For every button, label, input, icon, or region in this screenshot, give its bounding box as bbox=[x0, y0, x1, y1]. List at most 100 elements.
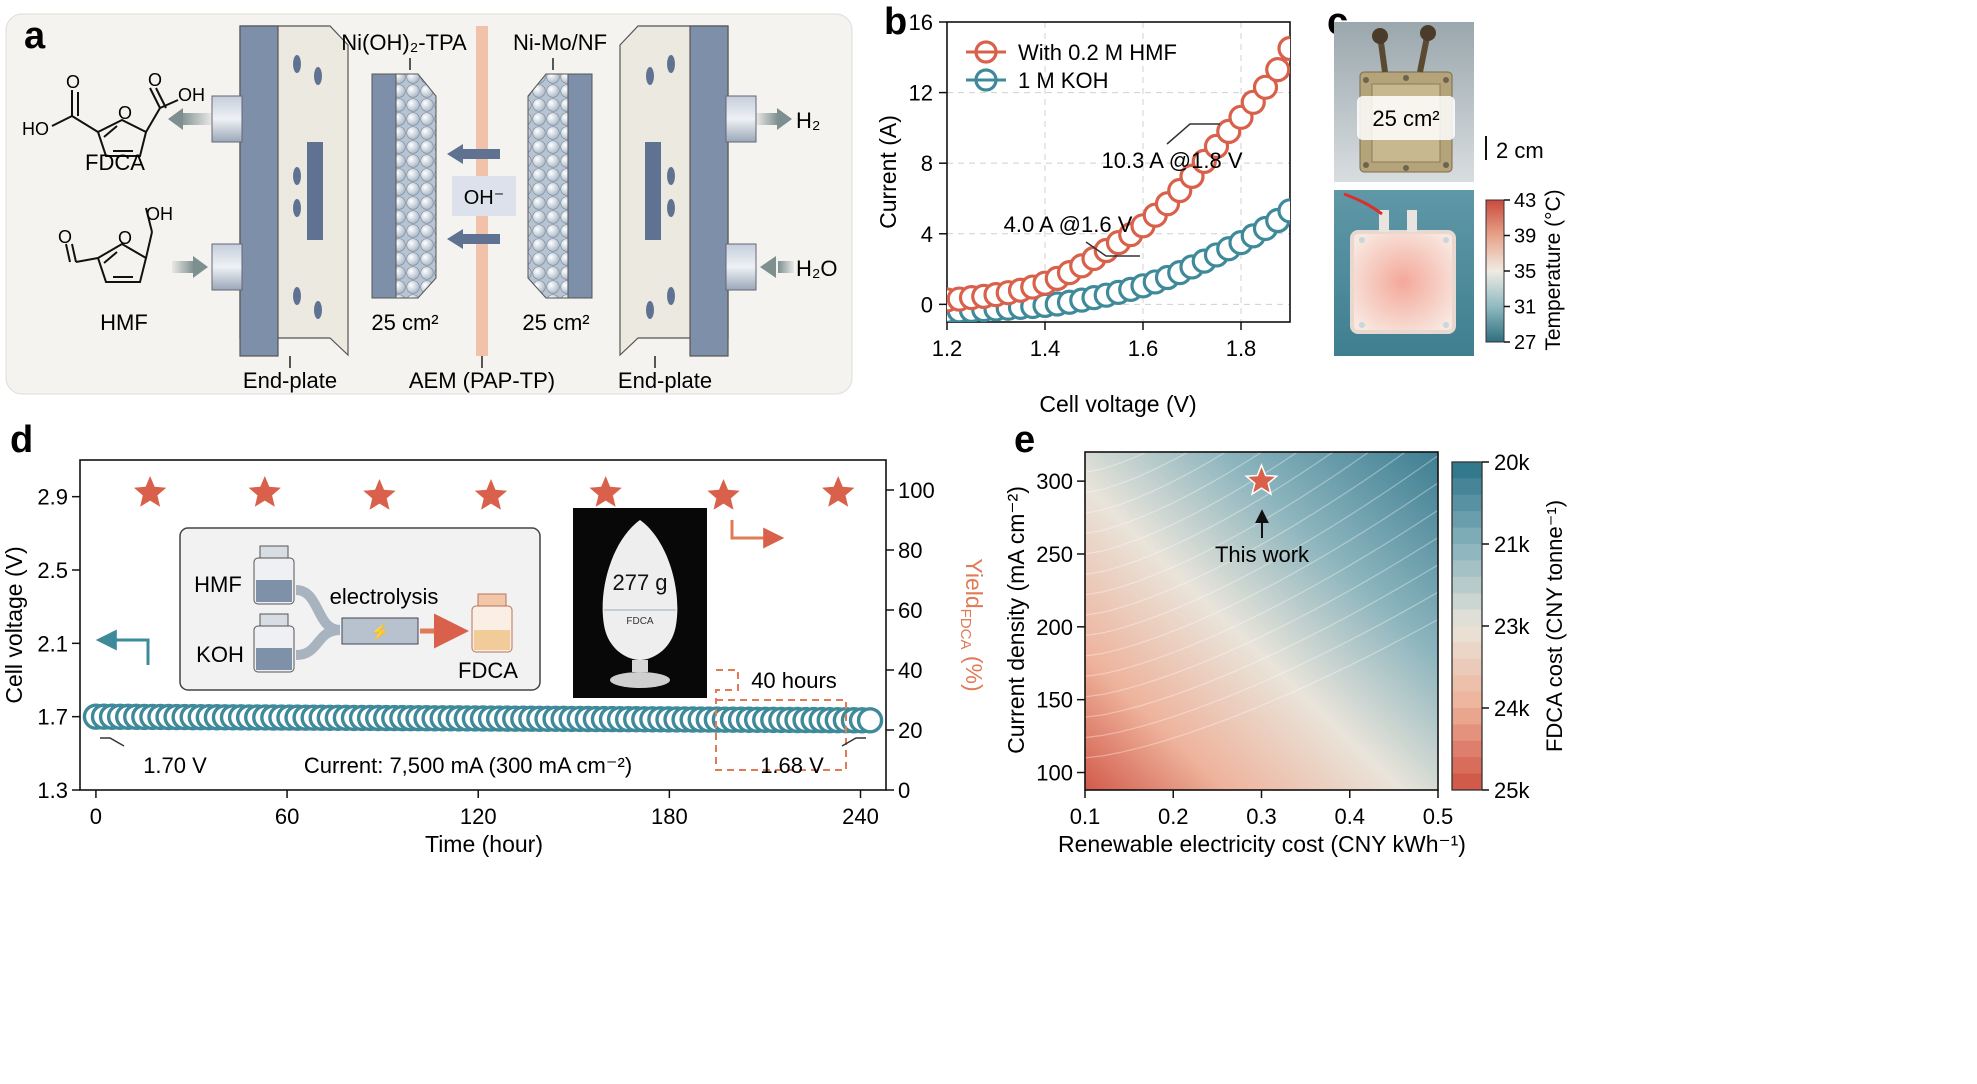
cost-colorbar-band bbox=[1452, 708, 1482, 725]
cost-colorbar-tick-label: 20k bbox=[1494, 450, 1530, 475]
yield-data-point bbox=[707, 479, 740, 510]
ion-arrows bbox=[447, 144, 500, 249]
fdca-name: FDCA bbox=[85, 150, 145, 175]
cost-colorbar-band bbox=[1452, 757, 1482, 775]
panel-d-xtick-label: 60 bbox=[275, 804, 299, 829]
h2-label: H₂ bbox=[796, 108, 820, 133]
end-voltage-label: 1.68 V bbox=[760, 753, 824, 778]
panel-b-xtick-label: 1.6 bbox=[1128, 336, 1159, 361]
cost-contour-line bbox=[1085, 482, 1438, 657]
highlight-callout bbox=[715, 669, 739, 700]
cost-colorbar-band bbox=[1452, 576, 1482, 594]
cathode-catalyst-label: Ni-Mo/NF bbox=[513, 30, 607, 55]
cost-contour-line bbox=[1085, 564, 1438, 718]
panel-e-ytick-label: 100 bbox=[1036, 761, 1073, 786]
hmf-aldehyde-o: O bbox=[58, 227, 72, 247]
legend-label-hmf: With 0.2 M HMF bbox=[1018, 40, 1177, 65]
panel-d-y2label: YieldFDCA (%) bbox=[957, 558, 987, 691]
panel-b-xlabel: Cell voltage (V) bbox=[1039, 391, 1196, 417]
koh-bottle bbox=[253, 613, 295, 673]
panel-d-y2tick-label: 40 bbox=[898, 658, 922, 683]
panel-a-label: a bbox=[24, 15, 46, 57]
left-axis-arrow bbox=[95, 629, 150, 665]
annotation-leader-high bbox=[1166, 123, 1220, 145]
mixing-pipes bbox=[295, 585, 341, 660]
panel-e-xtick-label: 0.4 bbox=[1334, 804, 1365, 829]
cost-colorbar-band bbox=[1452, 626, 1482, 643]
panel-b-xtick-label: 1.2 bbox=[932, 336, 963, 361]
temperature-tick-label: 43 bbox=[1514, 190, 1536, 212]
panel-d-ytick-label: 2.5 bbox=[37, 558, 68, 583]
panel-b-ytick-label: 12 bbox=[909, 81, 933, 106]
thermal-image bbox=[1334, 190, 1474, 356]
process-inset: ⚡ HMF KOH electrolysis FDCA bbox=[179, 527, 541, 691]
cost-contour-line bbox=[1085, 455, 1438, 637]
cost-colorbar-title: FDCA cost (CNY tonne⁻¹) bbox=[1542, 500, 1567, 752]
temperature-colorbar bbox=[1485, 199, 1505, 343]
cost-colorbar-ticks: 20k 21k 23k 24k 25k bbox=[1482, 450, 1530, 803]
panel-d-xtick-label: 240 bbox=[842, 804, 879, 829]
temperature-colorbar-ticks: 43 39 35 31 27 bbox=[1504, 190, 1536, 354]
cost-colorbar-band bbox=[1452, 544, 1482, 561]
temperature-colorbar-title: Temperature (°C) bbox=[1542, 189, 1565, 350]
flow-arrows bbox=[168, 108, 794, 278]
panel-d-xtick-label: 120 bbox=[460, 804, 497, 829]
cost-contour-line bbox=[1085, 452, 1407, 616]
cost-colorbar-band bbox=[1452, 462, 1482, 479]
panel-e: e 0.1 0.2 0.3 0.4 0.5 100 150 200 250 300 Renewab… bbox=[1003, 419, 1567, 857]
cost-colorbar-band bbox=[1452, 478, 1482, 496]
panel-d-y2tick-label: 80 bbox=[898, 538, 922, 563]
panel-d-y2tick-label: 60 bbox=[898, 598, 922, 623]
panel-b-xtick-label: 1.8 bbox=[1226, 336, 1257, 361]
yield-data-point bbox=[589, 476, 622, 507]
this-work-marker bbox=[1244, 463, 1279, 496]
cost-contour-line bbox=[1085, 452, 1228, 514]
panel-e-xtick-label: 0.1 bbox=[1070, 804, 1101, 829]
hmf-ring-o: O bbox=[118, 228, 132, 248]
cost-colorbar-band bbox=[1452, 773, 1482, 791]
panel-e-xtick-label: 0.3 bbox=[1246, 804, 1277, 829]
yield-data-point bbox=[822, 476, 855, 507]
cost-heatmap bbox=[1085, 452, 1438, 790]
panel-b-label: b bbox=[884, 1, 907, 43]
cost-colorbar-band bbox=[1452, 740, 1482, 758]
panel-e-label: e bbox=[1014, 419, 1035, 461]
hmf-structure bbox=[65, 207, 153, 283]
panel-e-ylabel: Current density (mA cm⁻²) bbox=[1003, 486, 1029, 754]
temperature-tick-label: 27 bbox=[1514, 332, 1536, 354]
ion-box bbox=[452, 176, 516, 216]
cost-colorbar-band bbox=[1452, 560, 1482, 578]
end-plate-right-label: End-plate bbox=[618, 368, 712, 393]
panel-d-label: d bbox=[10, 419, 33, 461]
cost-colorbar-band bbox=[1452, 691, 1482, 709]
cost-colorbar-band bbox=[1452, 494, 1482, 512]
start-voltage-label: 1.70 V bbox=[143, 753, 207, 778]
panel-b-ytick-label: 0 bbox=[921, 292, 933, 317]
inset-process-label: electrolysis bbox=[330, 584, 439, 609]
panel-e-xtick-label: 0.2 bbox=[1158, 804, 1189, 829]
panel-e-ytick-label: 250 bbox=[1036, 542, 1073, 567]
current-note: Current: 7,500 mA (300 mA cm⁻²) bbox=[304, 753, 632, 778]
inset-product-label: FDCA bbox=[458, 658, 518, 683]
cost-colorbar-band bbox=[1452, 642, 1482, 660]
panel-b: b 1.2 1.4 1.6 1.8 0 4 8 12 16 Cell voltage (V) C… bbox=[875, 1, 1291, 417]
photo-fdca-label: FDCA bbox=[626, 616, 654, 627]
cost-colorbar-tick-label: 21k bbox=[1494, 532, 1530, 557]
panel-d-y2tick-label: 20 bbox=[898, 718, 922, 743]
temperature-tick-label: 39 bbox=[1514, 226, 1536, 248]
cost-contour-line bbox=[1085, 509, 1438, 677]
cost-colorbar-band bbox=[1452, 527, 1482, 545]
inset-hmf-label: HMF bbox=[194, 572, 242, 597]
panel-d-y2tick-label: 0 bbox=[898, 778, 910, 803]
panel-b-ticks: 1.2 1.4 1.6 1.8 0 4 8 12 16 bbox=[909, 10, 1257, 361]
lightning-icon: ⚡ bbox=[370, 622, 390, 641]
panel-b-legend: With 0.2 M HMF 1 M KOH bbox=[966, 40, 1177, 93]
inset-koh-label: KOH bbox=[196, 642, 244, 667]
panel-e-xlabel: Renewable electricity cost (CNY kWh⁻¹) bbox=[1058, 831, 1466, 857]
cost-colorbar-band bbox=[1452, 511, 1482, 529]
panel-d-ytick-label: 1.7 bbox=[37, 705, 68, 730]
cost-colorbar-band bbox=[1452, 593, 1482, 611]
anode-electrode bbox=[371, 73, 437, 299]
panel-d: d 0 60 120 180 240 1.3 1.7 2.1 2.5 2.9 0 20 40 60 80 10… bbox=[1, 419, 987, 857]
hmf-data-point bbox=[1252, 74, 1279, 100]
